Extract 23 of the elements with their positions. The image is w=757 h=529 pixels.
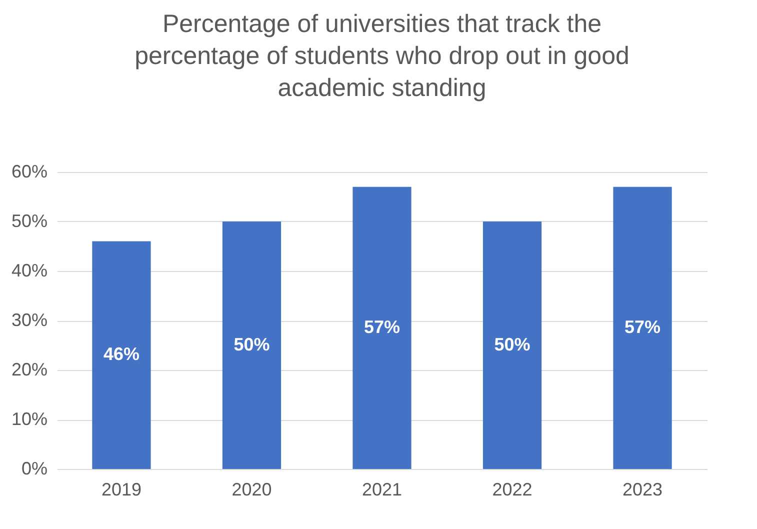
bar xyxy=(352,186,412,469)
y-tick-label: 60% xyxy=(11,162,48,182)
y-tick-label: 30% xyxy=(11,310,48,330)
data-label: 50% xyxy=(234,334,270,354)
x-tick-label: 2020 xyxy=(232,480,272,500)
bar xyxy=(482,222,542,469)
y-tick-label: 40% xyxy=(11,260,48,280)
y-tick-label: 0% xyxy=(21,458,48,478)
bar xyxy=(222,222,282,469)
data-label: 57% xyxy=(364,316,400,337)
bar xyxy=(613,186,672,469)
x-tick-label: 2021 xyxy=(362,480,402,500)
y-tick-label: 20% xyxy=(11,360,48,380)
y-tick-label: 10% xyxy=(11,409,48,429)
y-tick-label: 50% xyxy=(11,211,48,231)
chart-title: Percentage of universities that track the percentage of students who drop out in good academic standing xyxy=(134,10,630,102)
data-label: 57% xyxy=(624,316,661,337)
x-tick-label: 2022 xyxy=(492,480,532,500)
bar xyxy=(92,241,151,469)
x-tick-label: 2019 xyxy=(101,480,142,500)
data-label: 46% xyxy=(103,344,140,364)
x-tick-label: 2023 xyxy=(622,480,663,500)
data-label: 50% xyxy=(494,334,530,354)
